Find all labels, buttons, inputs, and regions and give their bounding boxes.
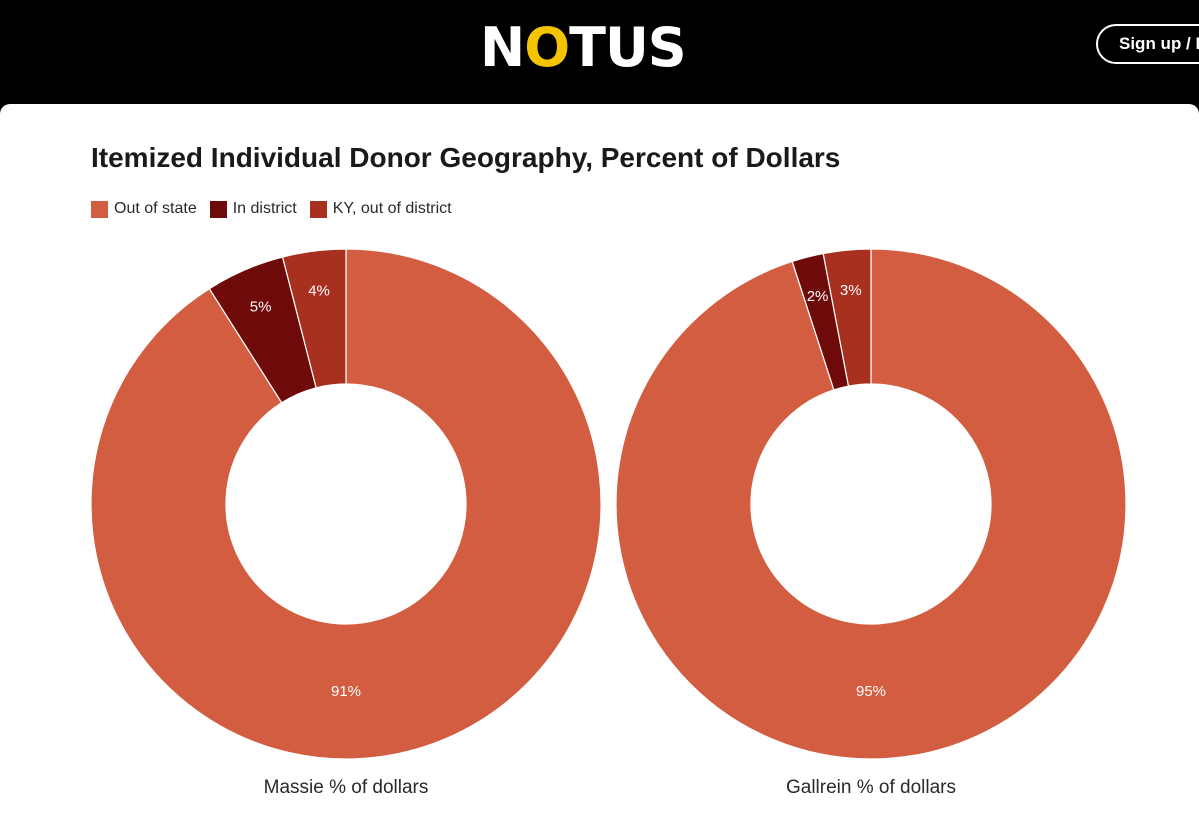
- legend-label-ky-out-of-district: KY, out of district: [332, 200, 452, 217]
- donut-1-slice-2: [822, 248, 872, 387]
- donut-0-slice-0: [90, 248, 602, 760]
- legend-swatch-in-district: [209, 200, 227, 218]
- donut-1-caption: Gallrein % of dollars: [786, 777, 956, 798]
- chart-title: Itemized Individual Donor Geography, Per…: [91, 142, 841, 173]
- legend-label-in-district: In district: [232, 200, 297, 217]
- chart-legend: Out of state In district KY, out of dist…: [91, 200, 465, 218]
- legend-item-ky-out-of-district: KY, out of district: [309, 200, 452, 218]
- legend-item-in-district: In district: [209, 200, 297, 218]
- donut-0-label-1: 5%: [250, 299, 272, 316]
- legend-label-out-of-state: Out of state: [114, 200, 197, 217]
- donut-1-slice-0: [615, 248, 1127, 760]
- notus-logo[interactable]: N O TUS: [480, 14, 740, 80]
- donut-1-label-1: 2%: [807, 288, 829, 305]
- donut-0-label-2: 4%: [308, 283, 330, 300]
- legend-swatch-ky-out-of-district: [309, 200, 327, 218]
- chart-card: Itemized Individual Donor Geography, Per…: [0, 104, 1199, 822]
- donut-0-slice-2: [281, 248, 347, 389]
- legend-item-out-of-state: Out of state: [91, 200, 197, 218]
- donut-0-caption: Massie % of dollars: [264, 777, 429, 798]
- donut-1-label-0: 95%: [856, 683, 886, 700]
- legend-swatch-out-of-state: [91, 200, 108, 218]
- donut-0-label-0: 91%: [331, 683, 361, 700]
- signup-button[interactable]: Sign up / L: [1096, 24, 1199, 64]
- logo-letter-o: O: [524, 15, 570, 79]
- site-header: N O TUS Sign up / L: [0, 0, 1199, 104]
- donut-charts: 91% 5% 4% Massie % of dollars 95% 2% 3% Gallrei…: [90, 248, 1127, 798]
- logo-letter-n: N: [480, 15, 525, 79]
- donut-1-label-2: 3%: [840, 282, 862, 299]
- logo-letters-tus: TUS: [569, 15, 687, 79]
